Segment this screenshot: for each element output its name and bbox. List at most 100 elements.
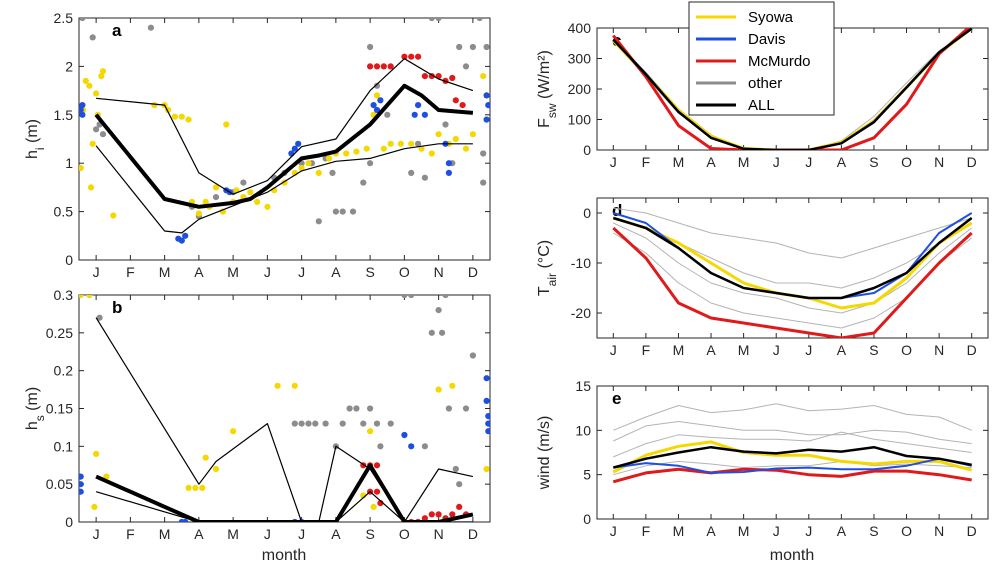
point-syowa (199, 484, 206, 491)
x-tick-label: S (869, 342, 878, 358)
panel-a: 0 0.5 1 1.5 2 2.5 J F M A M J J A S O N Da hi (m) (24, 10, 491, 280)
point-other (315, 218, 322, 225)
point-syowa (202, 198, 209, 205)
panel-label-b: b (112, 298, 122, 317)
point-syowa (151, 102, 158, 109)
series-line-other (613, 232, 973, 329)
point-mcmurdo (449, 74, 456, 82)
x-tick-label: O (901, 523, 912, 539)
point-other (96, 314, 103, 321)
legend-label-davis: Davis (748, 31, 786, 48)
x-tick-label: F (642, 523, 651, 539)
legend-box (688, 1, 835, 116)
upper-range-line (96, 58, 474, 195)
point-mcmurdo (452, 97, 459, 104)
x-tick-label: M (738, 154, 750, 170)
point-syowa (370, 503, 377, 510)
y-tick-label: 2.5 (54, 10, 74, 26)
point-mcmurdo (373, 488, 381, 495)
y-axis-label-sub: sw (545, 103, 559, 118)
x-tick-label: F (642, 154, 651, 170)
point-davis (295, 140, 302, 147)
y-axis-label-unit: (°C) (536, 240, 553, 273)
y-tick-label: 0.1 (54, 438, 74, 454)
point-other (349, 208, 357, 215)
point-other (339, 420, 346, 427)
point-other (439, 329, 446, 336)
point-syowa (462, 145, 470, 152)
x-tick-label: N (934, 342, 944, 358)
point-other (415, 140, 422, 147)
point-syowa (469, 131, 476, 138)
point-mcmurdo (408, 53, 415, 60)
point-other (79, 18, 86, 22)
point-other (445, 405, 452, 412)
point-mcmurdo (459, 102, 466, 109)
legend-label-syowa: Syowa (748, 9, 794, 26)
y-tick-label: 300 (568, 51, 592, 67)
point-syowa (380, 145, 387, 152)
point-other (89, 34, 96, 41)
point-davis (401, 431, 408, 439)
y-axis-label-main: F (536, 118, 553, 128)
y-tick-label: 0.2 (54, 363, 74, 379)
x-tick-label: M (673, 523, 685, 539)
x-tick-label: J (773, 523, 780, 539)
point-other (435, 307, 442, 314)
series-line-other (613, 222, 973, 314)
point-davis (445, 160, 452, 167)
upper-range-line (95, 317, 474, 522)
point-davis (182, 518, 189, 522)
y-tick-label: 200 (568, 81, 592, 97)
point-other (421, 443, 428, 450)
point-other (305, 420, 312, 427)
lower-range-line (95, 143, 473, 234)
point-syowa (435, 386, 442, 393)
point-other (339, 208, 346, 215)
y-tick-label: 0 (583, 205, 591, 221)
x-tick-label: O (901, 342, 912, 358)
y-tick-label: 1.5 (54, 107, 74, 123)
series-line-other (613, 403, 972, 431)
x-tick-label: N (934, 523, 944, 539)
x-axis-label-left: month (262, 547, 306, 564)
x-tick-label: M (227, 526, 239, 542)
point-davis (178, 237, 185, 244)
point-davis (485, 413, 490, 420)
point-other (367, 160, 374, 167)
series-line-all (612, 216, 973, 300)
x-tick-label: D (967, 523, 977, 539)
y-tick-label: 0 (65, 514, 73, 530)
x-tick-label: S (869, 154, 878, 170)
point-davis (485, 102, 490, 109)
point-davis (370, 102, 377, 109)
point-other (373, 420, 381, 427)
series-line-syowa (612, 440, 973, 474)
x-tick-label: A (706, 154, 716, 170)
point-mcmurdo (449, 511, 456, 518)
point-syowa (82, 77, 89, 84)
point-mcmurdo (415, 53, 422, 60)
point-davis (79, 488, 84, 495)
point-syowa (397, 140, 404, 147)
x-tick-label: J (773, 154, 780, 170)
point-syowa (91, 503, 98, 510)
point-syowa (387, 140, 394, 147)
point-syowa (373, 92, 381, 99)
y-tick-label: 400 (568, 20, 592, 36)
point-syowa (449, 382, 456, 389)
series-line-other (613, 217, 972, 289)
point-other (99, 131, 107, 138)
y-axis-label-main: h (24, 421, 41, 430)
point-davis (79, 111, 86, 118)
y-tick-label: -20 (571, 305, 591, 321)
series-line-mcmurdo (612, 28, 971, 150)
point-syowa (93, 90, 100, 97)
point-davis (79, 481, 84, 488)
point-other (322, 420, 329, 427)
x-tick-label: F (642, 342, 651, 358)
x-tick-label: J (610, 154, 617, 170)
point-davis (415, 102, 422, 109)
point-other (428, 329, 435, 336)
point-syowa (435, 131, 442, 138)
